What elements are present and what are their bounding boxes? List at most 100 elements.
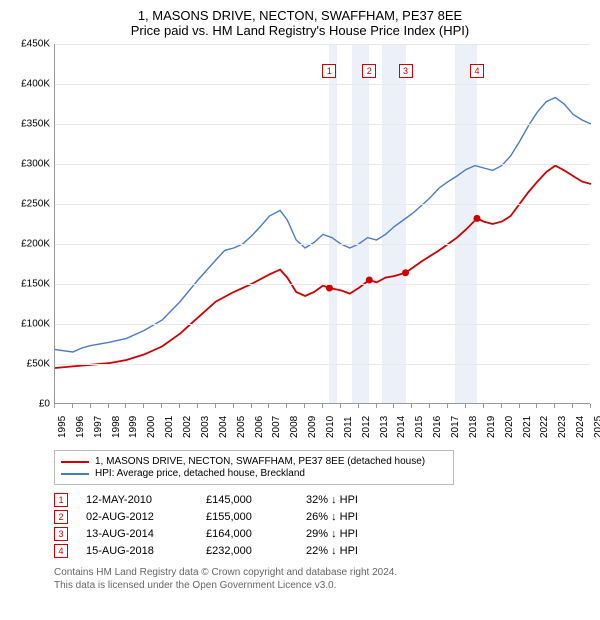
grid-line [55, 124, 590, 125]
y-tick-label: £150K [21, 279, 50, 290]
grid-line [55, 204, 590, 205]
sale-row: 3 13-AUG-2014£164,00029% ↓ HPI [54, 527, 590, 541]
x-tick-mark [251, 404, 252, 408]
sale-marker: 1 [54, 493, 68, 507]
y-tick-label: £50K [27, 359, 50, 370]
y-tick-label: £450K [21, 39, 50, 50]
x-tick-label: 2014 [396, 416, 407, 438]
x-tick-mark [465, 404, 466, 408]
legend-label: HPI: Average price, detached house, Brec… [95, 468, 305, 479]
x-tick-label: 2003 [200, 416, 211, 438]
x-tick-mark [572, 404, 573, 408]
x-tick-label: 2019 [486, 416, 497, 438]
x-tick-label: 2020 [504, 416, 515, 438]
footer: Contains HM Land Registry data © Crown c… [54, 566, 590, 592]
x-tick-label: 2013 [379, 416, 390, 438]
x-tick-label: 1998 [111, 416, 122, 438]
x-tick-label: 2002 [182, 416, 193, 438]
title-subtitle: Price paid vs. HM Land Registry's House … [10, 23, 590, 38]
chart-marker: 4 [470, 64, 484, 78]
x-tick-mark [286, 404, 287, 408]
sale-date: 12-MAY-2010 [86, 494, 206, 506]
sale-point [366, 277, 373, 284]
grid-line [55, 244, 590, 245]
x-tick-mark [125, 404, 126, 408]
x-tick-mark [268, 404, 269, 408]
sale-marker: 4 [54, 544, 68, 558]
x-tick-mark [143, 404, 144, 408]
series-property [55, 166, 591, 368]
chart-container: 1, MASONS DRIVE, NECTON, SWAFFHAM, PE37 … [0, 0, 600, 600]
x-tick-label: 1995 [57, 416, 68, 438]
sale-marker: 3 [54, 527, 68, 541]
x-tick-mark [554, 404, 555, 408]
x-tick-label: 2001 [164, 416, 175, 438]
x-tick-mark [72, 404, 73, 408]
title-block: 1, MASONS DRIVE, NECTON, SWAFFHAM, PE37 … [10, 8, 590, 38]
x-tick-mark [447, 404, 448, 408]
x-tick-label: 2012 [361, 416, 372, 438]
x-tick-mark [108, 404, 109, 408]
x-tick-label: 2024 [575, 416, 586, 438]
x-tick-mark [376, 404, 377, 408]
x-tick-label: 2004 [218, 416, 229, 438]
x-tick-label: 2010 [325, 416, 336, 438]
chart-marker: 2 [362, 64, 376, 78]
x-tick-mark [215, 404, 216, 408]
x-tick-label: 1996 [75, 416, 86, 438]
sale-diff: 22% ↓ HPI [306, 545, 416, 557]
x-tick-label: 2011 [343, 416, 354, 438]
x-tick-mark [90, 404, 91, 408]
grid-line [55, 44, 590, 45]
x-tick-mark [590, 404, 591, 408]
y-tick-label: £250K [21, 199, 50, 210]
y-tick-label: £300K [21, 159, 50, 170]
x-tick-mark [161, 404, 162, 408]
x-tick-label: 2022 [539, 416, 550, 438]
x-tick-mark [233, 404, 234, 408]
sale-price: £164,000 [206, 528, 306, 540]
sale-row: 415-AUG-2018£232,00022% ↓ HPI [54, 544, 590, 558]
sale-date: 02-AUG-2012 [86, 511, 206, 523]
grid-line [55, 324, 590, 325]
x-tick-label: 2021 [522, 416, 533, 438]
x-tick-mark [340, 404, 341, 408]
sale-diff: 29% ↓ HPI [306, 528, 416, 540]
x-tick-mark [197, 404, 198, 408]
sale-row: 112-MAY-2010£145,00032% ↓ HPI [54, 493, 590, 507]
legend: 1, MASONS DRIVE, NECTON, SWAFFHAM, PE37 … [54, 450, 454, 485]
sale-diff: 26% ↓ HPI [306, 511, 416, 523]
series-hpi [55, 98, 591, 352]
legend-swatch [61, 473, 89, 475]
y-tick-label: £350K [21, 119, 50, 130]
x-tick-label: 2005 [236, 416, 247, 438]
legend-label: 1, MASONS DRIVE, NECTON, SWAFFHAM, PE37 … [95, 456, 425, 467]
grid-line [55, 84, 590, 85]
x-tick-label: 2018 [468, 416, 479, 438]
y-tick-label: £200K [21, 239, 50, 250]
y-tick-label: £400K [21, 79, 50, 90]
x-tick-label: 2009 [307, 416, 318, 438]
x-tick-label: 1997 [93, 416, 104, 438]
sale-price: £232,000 [206, 545, 306, 557]
x-tick-label: 2015 [414, 416, 425, 438]
x-tick-mark [483, 404, 484, 408]
x-tick-mark [179, 404, 180, 408]
plot-area: 1234 [54, 44, 590, 404]
x-tick-label: 2008 [289, 416, 300, 438]
footer-line-1: Contains HM Land Registry data © Crown c… [54, 566, 590, 579]
x-tick-label: 2007 [271, 416, 282, 438]
footer-line-2: This data is licensed under the Open Gov… [54, 579, 590, 592]
x-tick-mark [411, 404, 412, 408]
x-tick-mark [393, 404, 394, 408]
sale-row: 202-AUG-2012£155,00026% ↓ HPI [54, 510, 590, 524]
y-tick-label: £0 [39, 399, 50, 410]
y-tick-label: £100K [21, 319, 50, 330]
grid-line [55, 164, 590, 165]
sale-price: £145,000 [206, 494, 306, 506]
chart-area: £0 £50K £100K £150K £200K £250K £300K £350K £400… [10, 44, 590, 444]
sale-marker: 2 [54, 510, 68, 524]
sale-point [326, 285, 333, 292]
sale-date: 13-AUG-2014 [86, 528, 206, 540]
x-tick-mark [501, 404, 502, 408]
